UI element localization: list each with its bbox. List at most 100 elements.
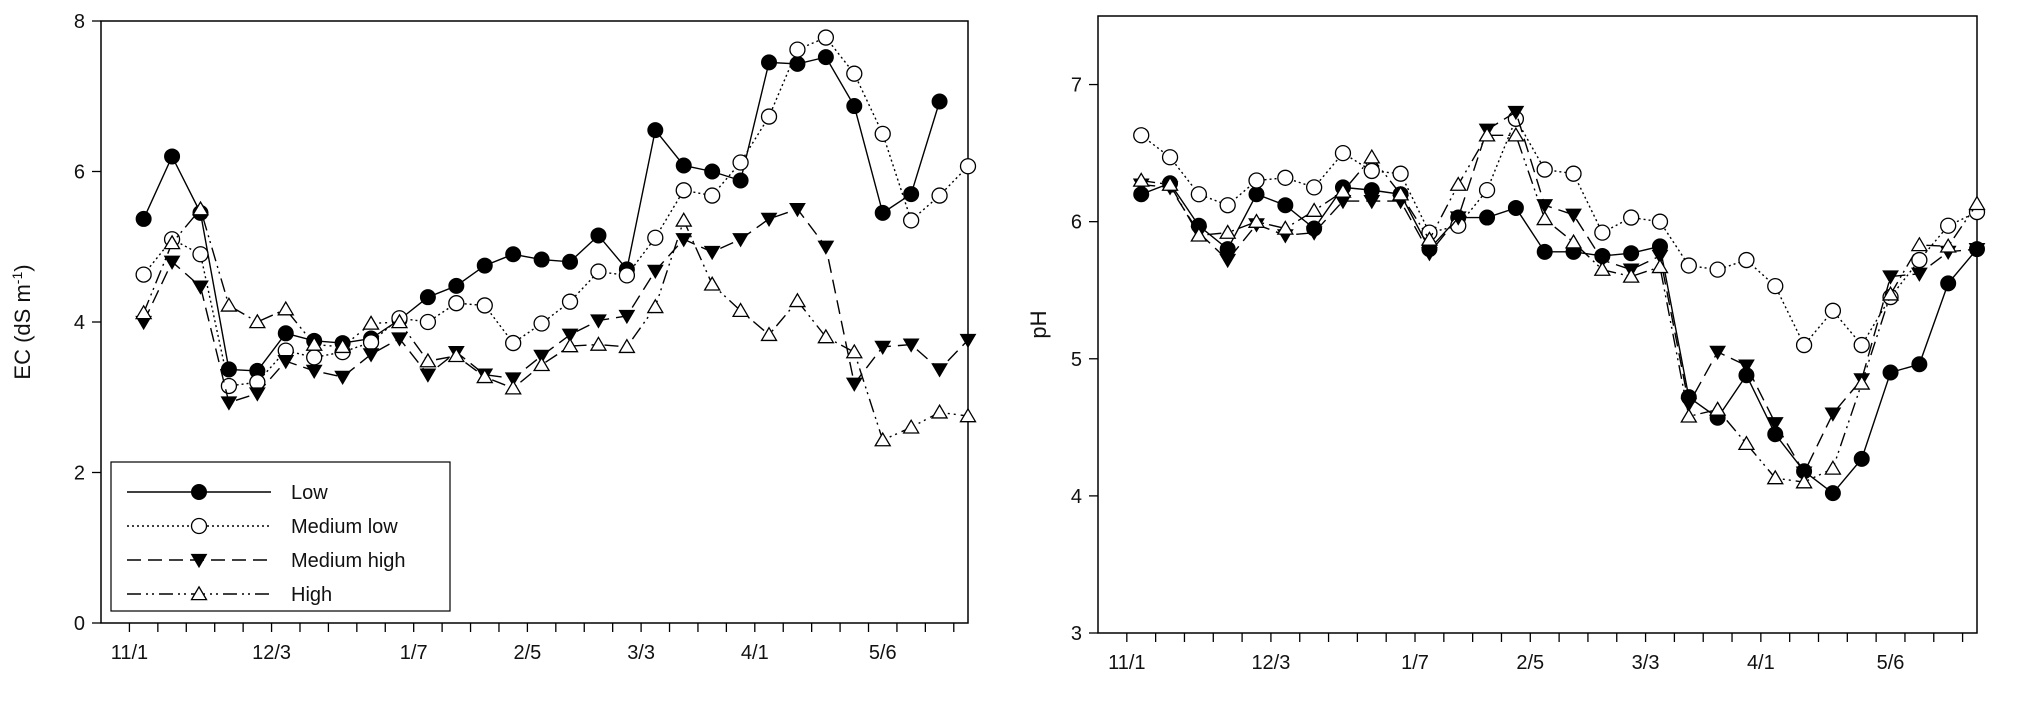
data-point-high bbox=[1593, 261, 1611, 276]
x-tick-label: 2/5 bbox=[513, 642, 541, 664]
data-point-medium-low bbox=[590, 263, 607, 280]
data-point-low bbox=[590, 227, 607, 244]
data-point-medium-high bbox=[789, 203, 806, 218]
series-line-medium-low bbox=[1140, 117, 1978, 347]
data-point-high bbox=[1536, 210, 1554, 226]
legend-box bbox=[110, 461, 451, 612]
data-point-high bbox=[1881, 285, 1900, 301]
data-point-medium-low bbox=[732, 154, 749, 171]
data-point-high bbox=[1968, 195, 1986, 211]
data-point-medium-low bbox=[1219, 197, 1236, 214]
data-point-medium-high bbox=[362, 348, 380, 363]
data-point-high bbox=[220, 297, 238, 312]
data-point-high bbox=[1737, 435, 1756, 451]
data-point-medium-low bbox=[1795, 336, 1813, 354]
data-point-high bbox=[1190, 226, 1208, 242]
data-point-medium-low bbox=[675, 182, 692, 199]
data-point-medium-high bbox=[1910, 267, 1928, 282]
data-point-high bbox=[1910, 236, 1928, 252]
data-point-medium-high bbox=[1968, 242, 1986, 258]
data-point-medium-high bbox=[1305, 226, 1323, 241]
data-point-medium-high bbox=[760, 212, 778, 228]
data-point-medium-low bbox=[419, 313, 437, 331]
data-point-high bbox=[561, 337, 579, 353]
data-point-medium-high bbox=[1449, 211, 1467, 226]
plot-frame bbox=[1097, 15, 1978, 634]
x-tick-label: 3/3 bbox=[627, 642, 655, 664]
legend: Low Medium low Medium high High bbox=[110, 461, 451, 612]
data-point-medium-high bbox=[1565, 208, 1582, 223]
x-tick-label: 12/3 bbox=[252, 642, 291, 664]
data-point-low bbox=[732, 172, 749, 189]
x-tick-label: 12/3 bbox=[1251, 652, 1290, 674]
x-tick-label: 11/1 bbox=[1108, 652, 1145, 674]
x-tick-label: 5/6 bbox=[1877, 652, 1905, 674]
series-medium-low bbox=[1133, 110, 1986, 354]
data-point-high bbox=[1305, 202, 1323, 217]
series-high bbox=[135, 200, 977, 447]
y-tick-label: 8 bbox=[74, 11, 85, 33]
data-point-medium-low bbox=[618, 267, 636, 284]
data-point-high bbox=[618, 338, 636, 354]
data-point-medium-high bbox=[874, 340, 892, 355]
x-tick-label: 5/6 bbox=[869, 642, 897, 664]
data-point-medium-low bbox=[448, 295, 465, 312]
data-point-medium-high bbox=[192, 280, 209, 295]
data-point-low bbox=[931, 93, 948, 110]
x-tick-label: 4/1 bbox=[741, 642, 769, 664]
data-point-medium-low bbox=[1623, 209, 1640, 226]
data-point-medium-high bbox=[1738, 359, 1755, 374]
data-point-high bbox=[1853, 375, 1871, 390]
data-point-high bbox=[1219, 224, 1237, 239]
data-point-high bbox=[760, 326, 778, 342]
data-point-medium-high bbox=[1766, 417, 1784, 432]
data-point-high bbox=[1478, 126, 1496, 142]
data-point-high bbox=[1680, 407, 1698, 423]
data-point-medium-low bbox=[931, 187, 948, 204]
data-point-low bbox=[1277, 197, 1294, 214]
x-tick-label: 1/7 bbox=[1401, 652, 1429, 674]
data-point-low bbox=[903, 186, 920, 203]
data-point-medium-low bbox=[959, 158, 977, 175]
data-point-low bbox=[704, 163, 721, 180]
data-point-high bbox=[1420, 231, 1439, 246]
data-point-high bbox=[1334, 183, 1352, 198]
data-point-medium-low bbox=[1738, 251, 1755, 269]
data-point-low bbox=[789, 55, 806, 72]
data-point-medium-low bbox=[561, 293, 579, 310]
data-point-medium-high bbox=[1363, 194, 1381, 210]
x-tick-label: 11/1 bbox=[111, 642, 148, 664]
data-point-medium-low bbox=[1853, 336, 1870, 354]
data-point-low bbox=[135, 210, 152, 227]
data-point-high bbox=[845, 343, 863, 359]
data-point-medium-high bbox=[220, 396, 238, 411]
data-point-medium-low bbox=[533, 315, 550, 332]
data-point-high bbox=[419, 352, 437, 368]
data-point-high bbox=[248, 313, 266, 329]
data-point-medium-high bbox=[1795, 466, 1813, 481]
data-point-medium-high bbox=[561, 328, 579, 343]
series-line-high bbox=[142, 207, 969, 442]
data-point-medium-low bbox=[476, 297, 493, 314]
data-point-low bbox=[647, 122, 664, 139]
y-tick-label: 4 bbox=[74, 312, 85, 334]
data-point-medium-low bbox=[1565, 165, 1582, 182]
data-point-low bbox=[1824, 485, 1841, 502]
y-axis-title: pH bbox=[1026, 310, 1051, 338]
data-point-medium-high bbox=[1536, 199, 1554, 214]
data-point-medium-high bbox=[305, 364, 323, 380]
legend-label-medium-high: Medium high bbox=[291, 550, 406, 572]
data-point-medium-high bbox=[1680, 397, 1698, 413]
series-low bbox=[135, 49, 948, 379]
data-point-medium-high bbox=[277, 355, 295, 370]
data-point-low bbox=[476, 257, 493, 274]
data-point-high bbox=[817, 328, 835, 344]
data-point-medium-high bbox=[163, 255, 181, 270]
x-tick-label: 4/1 bbox=[1747, 652, 1775, 674]
data-point-low bbox=[1623, 245, 1640, 262]
data-point-medium-low bbox=[192, 246, 209, 263]
data-point-low bbox=[220, 361, 237, 378]
data-point-medium-high bbox=[732, 233, 749, 248]
data-point-medium-low bbox=[1536, 161, 1553, 178]
